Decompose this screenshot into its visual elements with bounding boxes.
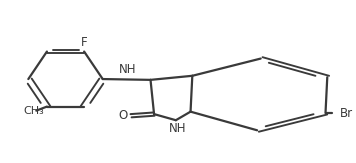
Text: CH₃: CH₃ — [23, 106, 44, 117]
Text: F: F — [81, 36, 88, 49]
Text: NH: NH — [119, 63, 136, 76]
Text: O: O — [119, 109, 128, 122]
Text: Br: Br — [340, 107, 353, 120]
Text: NH: NH — [169, 122, 187, 134]
